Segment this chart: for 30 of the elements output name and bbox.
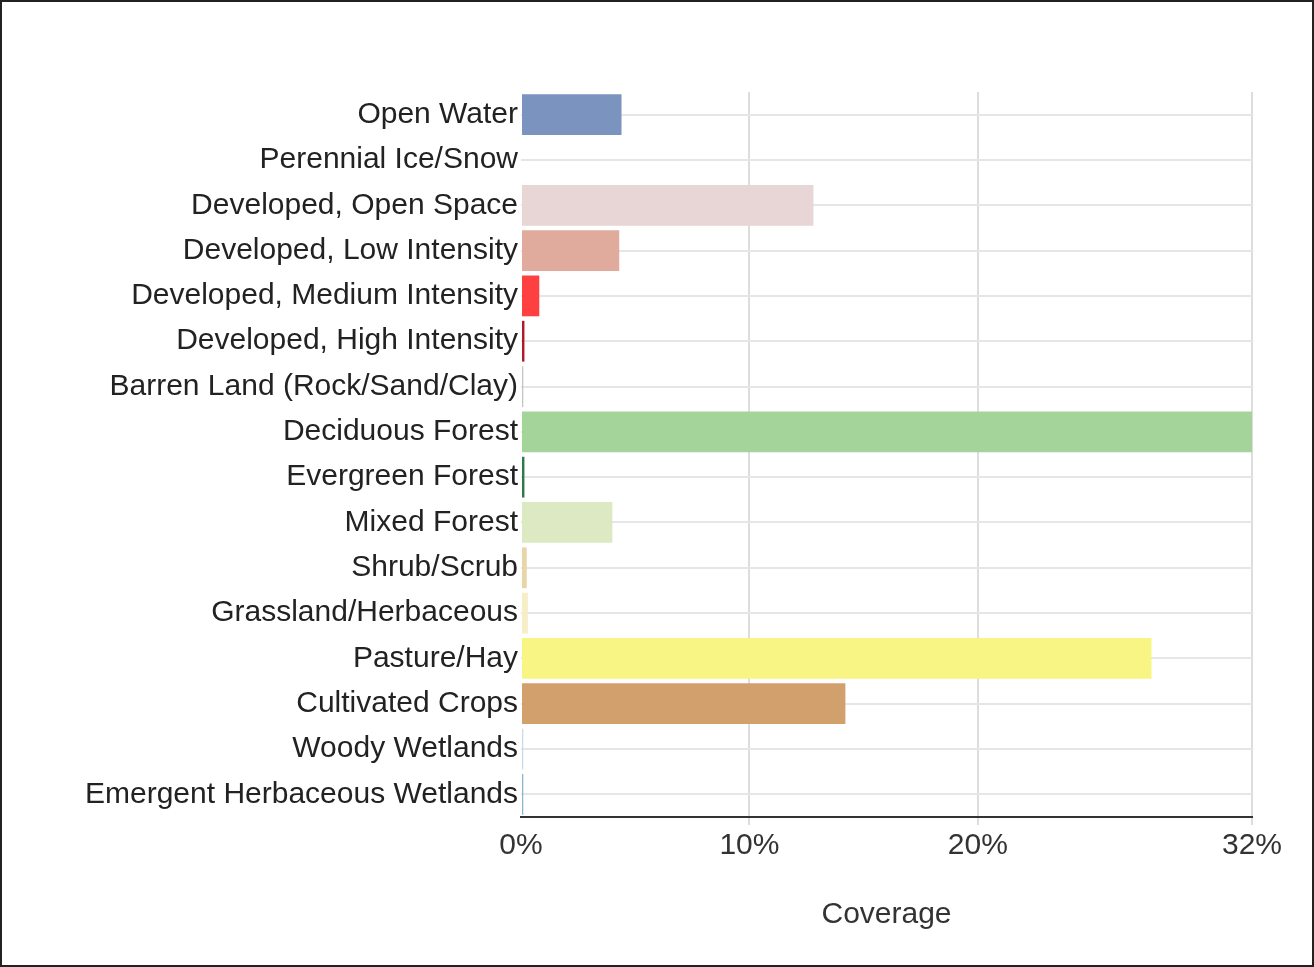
y-tick-label: Cultivated Crops (296, 684, 519, 718)
x-tick-label: 0% (499, 827, 543, 861)
y-tick-label: Developed, Medium Intensity (131, 277, 519, 311)
bar (522, 638, 1152, 679)
x-axis-title: Coverage (821, 896, 952, 930)
y-tick-label: Shrub/Scrub (351, 549, 519, 583)
x-tick-label: 20% (947, 827, 1008, 861)
bar (522, 502, 613, 543)
y-tick-label: Barren Land (Rock/Sand/Clay) (109, 367, 519, 401)
bar (522, 592, 528, 634)
y-tick-label: Grassland/Herbaceous (211, 594, 519, 628)
y-tick-label: Developed, High Intensity (176, 322, 519, 356)
y-tick-label: Pasture/Hay (352, 639, 519, 673)
x-tick-label: 10% (719, 827, 780, 861)
bar (522, 683, 846, 725)
y-tick-label: Developed, Low Intensity (182, 231, 519, 265)
y-tick-label: Open Water (357, 95, 519, 129)
x-tick-label: 32% (1221, 827, 1283, 861)
y-tick-label: Perennial Ice/Snow (259, 141, 519, 175)
y-tick-label: Evergreen Forest (286, 458, 519, 492)
bar (522, 94, 622, 136)
y-tick-label: Mixed Forest (344, 503, 519, 537)
bar (522, 230, 620, 271)
y-tick-label: Woody Wetlands (292, 730, 519, 764)
bar (522, 547, 527, 589)
bar (522, 411, 1252, 453)
bar (522, 275, 540, 317)
y-tick-label: Deciduous Forest (282, 413, 519, 447)
y-tick-label: Emergent Herbaceous Wetlands (84, 775, 519, 809)
y-tick-label: Developed, Open Space (191, 186, 519, 220)
